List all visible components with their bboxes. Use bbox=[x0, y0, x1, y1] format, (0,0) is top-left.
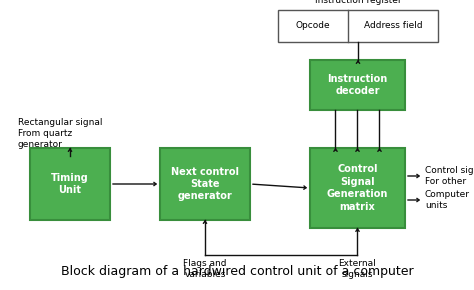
Bar bbox=[30, 148, 110, 220]
Text: Block diagram of a hardwired control unit of a computer: Block diagram of a hardwired control uni… bbox=[61, 265, 413, 278]
Text: Address field: Address field bbox=[364, 21, 422, 30]
Text: Computer
units: Computer units bbox=[425, 190, 470, 210]
Text: Rectangular signal
From quartz
generator: Rectangular signal From quartz generator bbox=[18, 118, 102, 149]
Text: Flags and
variables: Flags and variables bbox=[183, 259, 227, 279]
Bar bbox=[278, 10, 438, 42]
Text: Control
Signal
Generation
matrix: Control Signal Generation matrix bbox=[327, 164, 388, 212]
Text: External
signals: External signals bbox=[338, 259, 376, 279]
Bar bbox=[310, 60, 405, 110]
Text: Opcode: Opcode bbox=[296, 21, 330, 30]
Text: Instruction register: Instruction register bbox=[315, 0, 401, 5]
Bar bbox=[310, 148, 405, 228]
Text: Instruction
decoder: Instruction decoder bbox=[328, 74, 388, 96]
Text: Control signal
For other: Control signal For other bbox=[425, 166, 474, 186]
Text: Timing
Unit: Timing Unit bbox=[51, 173, 89, 195]
Bar bbox=[160, 148, 250, 220]
Text: Next control
State
generator: Next control State generator bbox=[171, 166, 239, 201]
